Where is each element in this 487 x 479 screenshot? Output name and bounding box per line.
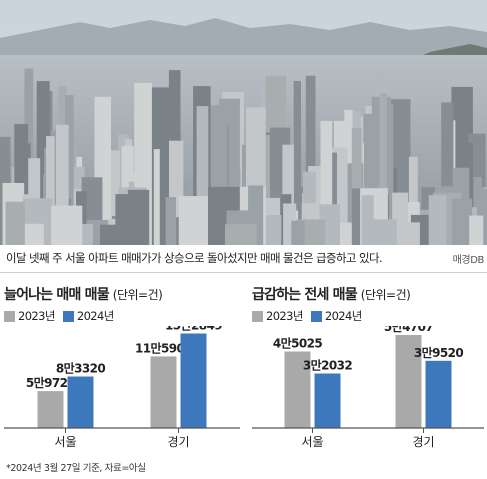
category-label: 경기	[167, 435, 189, 449]
legend-swatch-2024	[62, 310, 74, 322]
data-label: 4만5025	[273, 336, 322, 351]
low-building	[291, 220, 305, 245]
low-building	[178, 196, 211, 245]
legend-label-2024: 2024년	[324, 309, 362, 323]
bar-2023	[284, 351, 311, 428]
jeonse-listings-chart: 급감하는 전세 매물 (단위=건) 2023년 2024년 4만5025 3만203…	[252, 284, 484, 454]
chart-title: 급감하는 전세 매물 (단위=건)	[252, 284, 411, 304]
building	[65, 95, 74, 245]
building	[320, 120, 333, 245]
divider	[0, 272, 487, 273]
building	[305, 75, 316, 245]
data-label: 5만4707	[384, 326, 433, 334]
photo-credit: 매경DB	[452, 255, 485, 266]
building	[408, 156, 418, 245]
low-building	[366, 219, 397, 245]
legend-swatch-2023	[4, 310, 15, 322]
low-building	[5, 201, 25, 245]
data-label: 3만9520	[414, 345, 463, 360]
chart-title: 늘어나는 매매 매물 (단위=건)	[4, 284, 163, 304]
legend-label-2024: 2024년	[76, 309, 114, 323]
building	[351, 128, 362, 245]
chart-unit: (단위=건)	[360, 288, 411, 302]
low-building	[115, 194, 140, 245]
chart-title-text: 늘어나는 매매 매물	[4, 287, 110, 303]
legend-item-2023: 2023년	[252, 308, 303, 324]
chart-title-text: 급감하는 전세 매물	[252, 287, 358, 303]
building	[196, 106, 209, 245]
low-building	[100, 224, 117, 245]
legend-label-2023: 2023년	[266, 309, 303, 323]
bar-2024	[180, 333, 207, 428]
data-label: 5만9728	[26, 375, 75, 390]
bar-2024	[425, 360, 452, 428]
building	[293, 81, 301, 245]
data-label: 15만2849	[165, 326, 222, 333]
photo-caption: 이달 넷째 주 서울 아파트 매매가가 상승으로 돌아섰지만 매매 물건은 급증…	[6, 250, 486, 270]
low-building	[165, 197, 176, 245]
bar-2023	[37, 391, 64, 428]
legend-swatch-2024	[310, 310, 322, 322]
low-building	[469, 215, 484, 245]
low-building	[428, 195, 447, 245]
legend-item-2024: 2024년	[62, 308, 114, 324]
building	[153, 149, 160, 245]
legend-item-2023: 2023년	[4, 308, 55, 324]
bar-2024	[314, 373, 341, 428]
bar-2023	[150, 356, 177, 428]
skyline-illustration	[0, 0, 487, 245]
footnote: *2024년 3월 27일 기준, 자료=아실	[6, 463, 146, 474]
data-label: 8만3320	[56, 361, 105, 376]
low-building	[225, 224, 257, 245]
category-label: 서울	[301, 435, 323, 449]
low-building	[263, 215, 283, 245]
chart-legend: 2023년 2024년	[4, 308, 122, 324]
bar-2024	[67, 376, 94, 428]
building-blocks	[0, 68, 487, 245]
building	[379, 92, 387, 245]
low-building	[51, 205, 83, 245]
chart-legend: 2023년 2024년	[252, 308, 370, 324]
chart-plot: 4만5025 3만2032 서울 5만4707 3만9520 경기	[252, 326, 484, 449]
bar-2023	[395, 335, 422, 428]
building	[328, 152, 337, 245]
low-building	[452, 198, 473, 245]
city-skyline-photo	[0, 0, 487, 245]
legend-swatch-2023	[252, 310, 263, 322]
data-label: 11만5904	[135, 340, 192, 355]
category-label: 경기	[412, 435, 434, 449]
data-label: 3만2032	[303, 358, 352, 373]
legend-item-2024: 2024년	[310, 308, 362, 324]
chart-unit: (단위=건)	[112, 288, 163, 302]
sale-listings-chart: 늘어나는 매매 매물 (단위=건) 2023년 2024년 5만9728 8만332…	[4, 284, 240, 454]
legend-label-2023: 2023년	[18, 309, 55, 323]
category-label: 서울	[54, 435, 76, 449]
caption-text: 이달 넷째 주 서울 아파트 매매가가 상승으로 돌아섰지만 매매 물건은 급증…	[6, 251, 383, 265]
building	[46, 136, 55, 245]
